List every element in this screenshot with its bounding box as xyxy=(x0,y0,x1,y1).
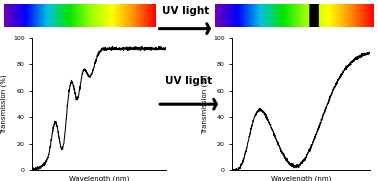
Y-axis label: Transmission (%): Transmission (%) xyxy=(1,74,7,134)
X-axis label: Wavelength (nm): Wavelength (nm) xyxy=(271,176,332,181)
Text: UV light: UV light xyxy=(166,76,212,86)
X-axis label: Wavelength (nm): Wavelength (nm) xyxy=(69,176,129,181)
Text: UV light: UV light xyxy=(162,7,209,16)
Y-axis label: Transmission (%): Transmission (%) xyxy=(201,74,208,134)
